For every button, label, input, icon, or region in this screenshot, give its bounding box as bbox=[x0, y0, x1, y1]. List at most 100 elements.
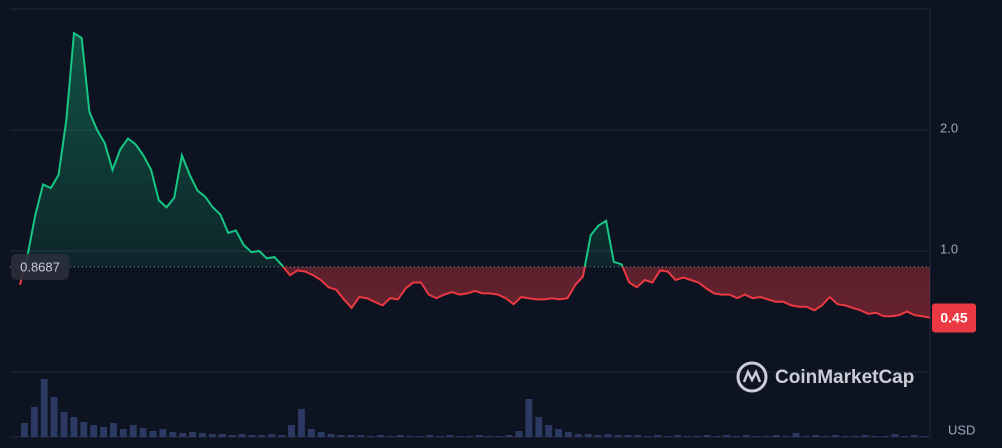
volume-bar bbox=[683, 436, 691, 437]
volume-bar bbox=[871, 436, 879, 437]
volume-bar bbox=[110, 423, 117, 437]
volume-bar bbox=[149, 431, 157, 437]
volume-bar bbox=[851, 436, 859, 437]
baseline-label-box bbox=[11, 253, 69, 280]
volume-bar bbox=[50, 397, 58, 437]
volume-bar bbox=[258, 435, 266, 437]
volume-bar bbox=[367, 436, 375, 437]
volume-bar bbox=[248, 435, 256, 437]
volume-bar bbox=[565, 432, 572, 437]
volume-bar bbox=[416, 436, 424, 437]
volume-bar bbox=[673, 435, 681, 437]
volume-bar bbox=[733, 436, 741, 437]
volume-bar bbox=[169, 432, 177, 437]
y-tick-label: 2.0 bbox=[940, 120, 958, 135]
volume-bar bbox=[30, 407, 38, 437]
volume-bar bbox=[307, 429, 315, 437]
volume-bar bbox=[713, 436, 721, 437]
price-line-up bbox=[23, 31, 624, 267]
volume-bar bbox=[476, 435, 483, 437]
volume-bar bbox=[406, 436, 414, 437]
volume-bar bbox=[525, 399, 533, 437]
volume-bar bbox=[654, 435, 661, 437]
volume-bar bbox=[90, 425, 98, 437]
volume-bar bbox=[901, 436, 909, 437]
volume-bar bbox=[218, 434, 226, 437]
volume-bar bbox=[21, 423, 28, 437]
area-down bbox=[20, 266, 930, 318]
volume-bar bbox=[337, 435, 345, 437]
volume-bar bbox=[911, 435, 919, 437]
area-up bbox=[20, 33, 930, 267]
volume-bar bbox=[891, 434, 899, 437]
volume-bar bbox=[762, 436, 770, 437]
volume-bar bbox=[881, 436, 889, 437]
price-line-down bbox=[19, 266, 931, 319]
logo-mark bbox=[742, 368, 762, 383]
y-tick-label: 1.0 bbox=[940, 241, 958, 256]
volume-bar bbox=[347, 435, 355, 437]
volume-bar bbox=[555, 429, 563, 437]
volume-bars bbox=[21, 379, 928, 437]
volume-bar bbox=[782, 436, 790, 437]
volume-bar bbox=[228, 435, 236, 437]
volume-bar bbox=[327, 434, 335, 437]
volume-bar bbox=[535, 417, 543, 437]
volume-bar bbox=[604, 434, 612, 437]
volume-bar bbox=[268, 434, 276, 437]
volume-bar bbox=[436, 436, 444, 437]
volume-bar bbox=[278, 435, 286, 437]
volume-bar bbox=[129, 425, 137, 437]
volume-bar bbox=[238, 434, 246, 437]
volume-bar bbox=[921, 436, 928, 437]
volume-bar bbox=[357, 435, 365, 437]
volume-bar bbox=[297, 409, 305, 437]
volume-bar bbox=[861, 435, 869, 437]
volume-bar bbox=[743, 435, 750, 437]
volume-bar bbox=[317, 432, 325, 437]
volume-bar bbox=[832, 435, 839, 437]
volume-bar bbox=[100, 427, 108, 437]
volume-bar bbox=[703, 435, 711, 437]
current-price-box bbox=[932, 303, 976, 333]
volume-bar bbox=[802, 436, 810, 437]
volume-bar bbox=[584, 434, 592, 437]
series: 0.8687 0.45 bbox=[10, 31, 976, 333]
watermark-text: CoinMarketCap bbox=[775, 367, 914, 388]
volume-bar bbox=[288, 425, 295, 437]
volume-bar bbox=[505, 435, 513, 437]
volume-bar bbox=[574, 434, 582, 437]
volume-bar bbox=[822, 436, 830, 437]
volume-bar bbox=[40, 379, 48, 437]
watermark: CoinMarketCap bbox=[736, 361, 914, 393]
volume-bar bbox=[159, 429, 167, 437]
volume-bar bbox=[634, 435, 642, 437]
volume-bar bbox=[723, 435, 731, 437]
volume-bar bbox=[545, 425, 553, 437]
volume-bar bbox=[70, 417, 78, 437]
current-price-label: 0.45 bbox=[940, 309, 967, 325]
volume-bar bbox=[772, 435, 780, 437]
volume-bar bbox=[812, 435, 820, 437]
currency-label: USD bbox=[948, 422, 975, 437]
volume-bar bbox=[495, 436, 503, 437]
volume-bar bbox=[485, 436, 493, 437]
volume-bar bbox=[841, 436, 849, 437]
volume-bar bbox=[446, 435, 454, 437]
volume-bar bbox=[792, 433, 800, 437]
volume-bar bbox=[644, 436, 652, 437]
volume-bar bbox=[396, 435, 404, 437]
volume-bar bbox=[189, 432, 197, 437]
volume-bar bbox=[386, 436, 394, 437]
volume-bar bbox=[693, 436, 701, 437]
volume-bar bbox=[208, 434, 216, 437]
volume-bar bbox=[199, 433, 206, 437]
volume-bar bbox=[119, 429, 127, 437]
volume-bar bbox=[614, 435, 622, 437]
volume-bar bbox=[594, 435, 602, 437]
volume-bar bbox=[466, 436, 473, 437]
logo bbox=[736, 361, 768, 393]
volume-bar bbox=[752, 436, 760, 437]
